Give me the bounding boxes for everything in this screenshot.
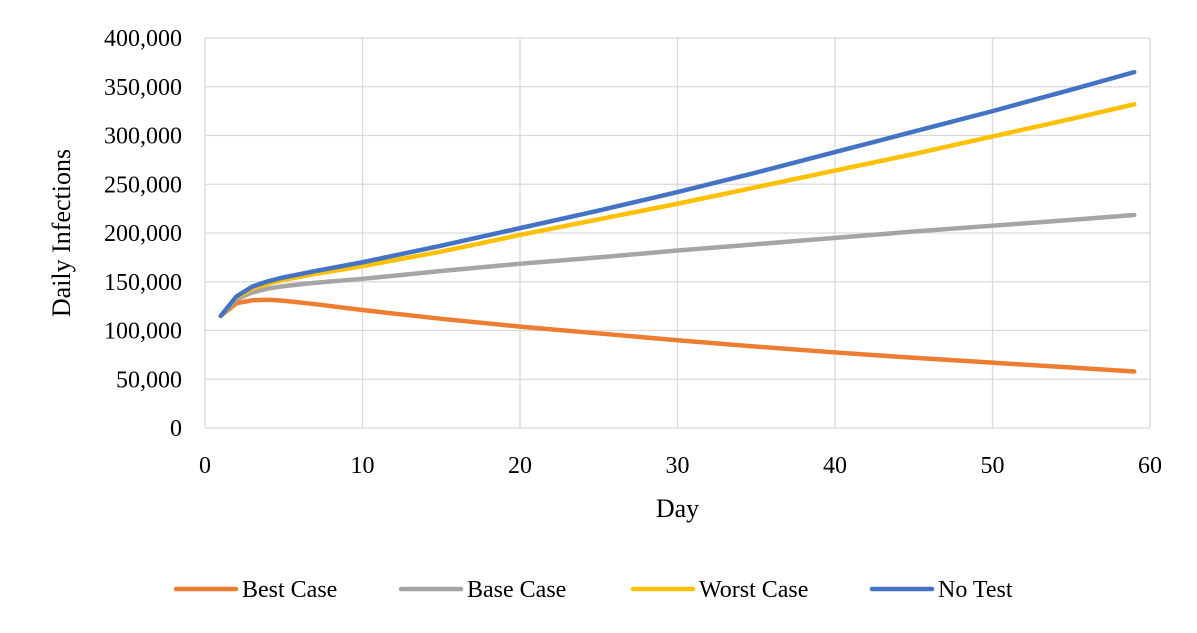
x-tick-label: 10 <box>351 453 375 479</box>
y-tick-label: 350,000 <box>104 75 182 101</box>
series-line-no-test <box>218 69 1137 319</box>
x-tick-label: 60 <box>1138 453 1162 479</box>
legend: Best Case Base Case Worst Case No Test <box>173 577 1013 603</box>
y-tick-label: 150,000 <box>104 270 182 296</box>
plot-area <box>204 37 1151 429</box>
y-tick-label: 0 <box>170 416 182 442</box>
y-tick-label: 300,000 <box>104 124 182 150</box>
y-tick-label: 400,000 <box>104 26 182 52</box>
legend-label-base-case: Base Case <box>467 577 566 603</box>
x-tick-label: 50 <box>981 453 1005 479</box>
y-tick-label: 100,000 <box>104 319 182 345</box>
y-tick-label: 250,000 <box>104 172 182 198</box>
y-axis-title: Daily Infections <box>47 149 76 317</box>
y-axis-tick-labels: 0 50,000 100,000 150,000 200,000 250,000 300,0… <box>104 26 182 442</box>
x-tick-label: 30 <box>666 453 690 479</box>
x-tick-label: 20 <box>508 453 532 479</box>
legend-label-no-test: No Test <box>938 577 1013 603</box>
x-axis-title: Day <box>656 494 699 523</box>
gridlines <box>204 37 1151 429</box>
series-line-best-case <box>218 297 1137 374</box>
series-line-base-case <box>218 212 1137 319</box>
series-lines <box>218 69 1137 374</box>
legend-label-best-case: Best Case <box>242 577 337 603</box>
x-tick-label: 40 <box>823 453 847 479</box>
y-tick-label: 200,000 <box>104 221 182 247</box>
y-tick-label: 50,000 <box>116 367 182 393</box>
x-tick-label: 0 <box>199 453 211 479</box>
x-axis-tick-labels: 0 10 20 30 40 50 60 <box>199 453 1162 479</box>
legend-label-worst-case: Worst Case <box>699 577 808 603</box>
